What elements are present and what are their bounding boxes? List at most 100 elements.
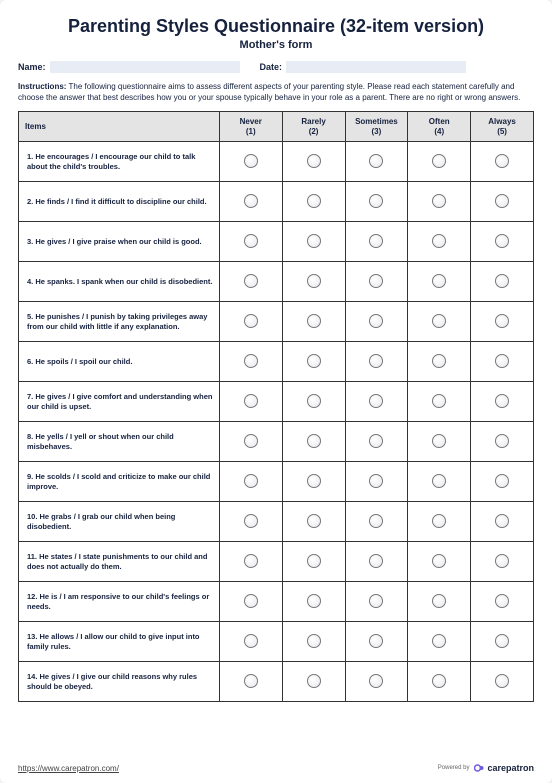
- radio-cell[interactable]: [408, 662, 471, 702]
- radio-cell[interactable]: [219, 302, 282, 342]
- radio-cell[interactable]: [219, 622, 282, 662]
- radio-icon: [369, 394, 383, 408]
- radio-icon: [244, 154, 258, 168]
- radio-cell[interactable]: [345, 182, 408, 222]
- radio-cell[interactable]: [345, 662, 408, 702]
- radio-icon: [495, 474, 509, 488]
- radio-cell[interactable]: [282, 222, 345, 262]
- radio-cell[interactable]: [408, 462, 471, 502]
- item-text: 11. He states / I state punishments to o…: [19, 542, 220, 582]
- radio-cell[interactable]: [345, 582, 408, 622]
- radio-icon: [369, 634, 383, 648]
- table-row: 6. He spoils / I spoil our child.: [19, 342, 534, 382]
- table-row: 3. He gives / I give praise when our chi…: [19, 222, 534, 262]
- radio-cell[interactable]: [471, 542, 534, 582]
- radio-cell[interactable]: [282, 542, 345, 582]
- radio-icon: [307, 514, 321, 528]
- radio-icon: [432, 674, 446, 688]
- item-text: 12. He is / I am responsive to our child…: [19, 582, 220, 622]
- radio-cell[interactable]: [282, 662, 345, 702]
- radio-cell[interactable]: [282, 502, 345, 542]
- radio-cell[interactable]: [219, 542, 282, 582]
- radio-icon: [307, 634, 321, 648]
- radio-cell[interactable]: [345, 622, 408, 662]
- radio-cell[interactable]: [471, 262, 534, 302]
- radio-cell[interactable]: [471, 142, 534, 182]
- radio-cell[interactable]: [282, 462, 345, 502]
- radio-cell[interactable]: [471, 222, 534, 262]
- radio-cell[interactable]: [345, 382, 408, 422]
- name-label: Name:: [18, 62, 46, 72]
- radio-cell[interactable]: [282, 302, 345, 342]
- radio-icon: [244, 634, 258, 648]
- date-input[interactable]: [286, 61, 466, 73]
- radio-cell[interactable]: [219, 382, 282, 422]
- radio-cell[interactable]: [408, 342, 471, 382]
- radio-cell[interactable]: [471, 502, 534, 542]
- radio-icon: [307, 394, 321, 408]
- table-row: 9. He scolds / I scold and criticize to …: [19, 462, 534, 502]
- radio-cell[interactable]: [471, 382, 534, 422]
- radio-cell[interactable]: [219, 182, 282, 222]
- radio-cell[interactable]: [282, 382, 345, 422]
- radio-cell[interactable]: [282, 582, 345, 622]
- radio-cell[interactable]: [408, 382, 471, 422]
- brand-name: carepatron: [487, 763, 534, 773]
- radio-cell[interactable]: [219, 502, 282, 542]
- radio-cell[interactable]: [282, 622, 345, 662]
- radio-cell[interactable]: [345, 542, 408, 582]
- radio-cell[interactable]: [408, 622, 471, 662]
- header-sometimes: Sometimes(3): [345, 112, 408, 142]
- radio-cell[interactable]: [219, 462, 282, 502]
- radio-cell[interactable]: [219, 222, 282, 262]
- radio-cell[interactable]: [408, 502, 471, 542]
- radio-cell[interactable]: [219, 342, 282, 382]
- footer-url[interactable]: https://www.carepatron.com/: [18, 764, 119, 773]
- radio-cell[interactable]: [282, 182, 345, 222]
- radio-cell[interactable]: [471, 302, 534, 342]
- radio-cell[interactable]: [345, 342, 408, 382]
- radio-cell[interactable]: [219, 582, 282, 622]
- radio-icon: [432, 154, 446, 168]
- radio-icon: [369, 194, 383, 208]
- radio-cell[interactable]: [219, 262, 282, 302]
- radio-cell[interactable]: [345, 302, 408, 342]
- radio-cell[interactable]: [345, 262, 408, 302]
- radio-cell[interactable]: [282, 262, 345, 302]
- name-input[interactable]: [50, 61, 240, 73]
- radio-cell[interactable]: [408, 222, 471, 262]
- radio-cell[interactable]: [345, 502, 408, 542]
- radio-icon: [307, 354, 321, 368]
- radio-icon: [369, 274, 383, 288]
- radio-cell[interactable]: [471, 462, 534, 502]
- item-text: 4. He spanks. I spank when our child is …: [19, 262, 220, 302]
- radio-cell[interactable]: [408, 582, 471, 622]
- radio-cell[interactable]: [219, 142, 282, 182]
- radio-cell[interactable]: [282, 342, 345, 382]
- radio-cell[interactable]: [282, 142, 345, 182]
- radio-cell[interactable]: [408, 302, 471, 342]
- radio-cell[interactable]: [345, 142, 408, 182]
- radio-cell[interactable]: [471, 622, 534, 662]
- table-row: 8. He yells / I yell or shout when our c…: [19, 422, 534, 462]
- radio-cell[interactable]: [471, 662, 534, 702]
- radio-cell[interactable]: [408, 542, 471, 582]
- radio-cell[interactable]: [408, 182, 471, 222]
- radio-cell[interactable]: [345, 222, 408, 262]
- radio-icon: [495, 314, 509, 328]
- radio-cell[interactable]: [408, 262, 471, 302]
- radio-cell[interactable]: [282, 422, 345, 462]
- radio-cell[interactable]: [408, 142, 471, 182]
- radio-icon: [432, 434, 446, 448]
- radio-cell[interactable]: [471, 582, 534, 622]
- table-row: 4. He spanks. I spank when our child is …: [19, 262, 534, 302]
- radio-cell[interactable]: [345, 422, 408, 462]
- radio-icon: [432, 234, 446, 248]
- radio-cell[interactable]: [219, 662, 282, 702]
- radio-cell[interactable]: [345, 462, 408, 502]
- radio-cell[interactable]: [471, 182, 534, 222]
- radio-cell[interactable]: [471, 342, 534, 382]
- radio-cell[interactable]: [219, 422, 282, 462]
- radio-cell[interactable]: [471, 422, 534, 462]
- radio-cell[interactable]: [408, 422, 471, 462]
